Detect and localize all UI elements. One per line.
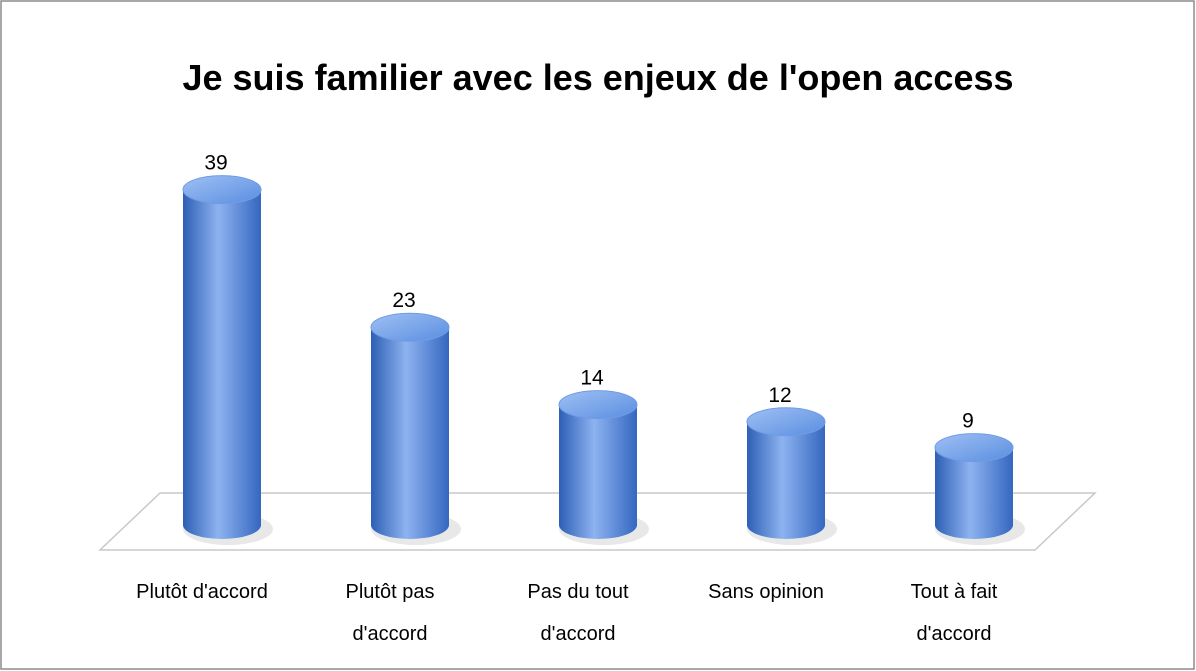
bar (370, 312, 461, 545)
bar-cap (182, 175, 262, 205)
bar-body (183, 189, 261, 539)
x-tick-label: Plutôt pas d'accord (346, 581, 435, 645)
bar (746, 407, 837, 545)
bar (558, 390, 649, 545)
bar-body (747, 421, 825, 539)
chart-title: Je suis familier avec les enjeux de l'op… (182, 57, 1013, 98)
bar (182, 175, 273, 545)
bar-cap (558, 390, 638, 420)
x-tick-label: Pas du tout d'accord (527, 581, 629, 645)
bar-body (935, 447, 1013, 539)
bar-body (559, 404, 637, 539)
x-tick-label: Sans opinion (708, 581, 824, 603)
data-label: 39 (204, 152, 227, 175)
x-tick-label: Tout à fait d'accord (911, 581, 998, 645)
data-label: 9 (962, 410, 974, 433)
bar (934, 433, 1025, 545)
data-label: 12 (768, 384, 791, 407)
x-tick-label: Plutôt d'accord (136, 581, 268, 603)
bar-cap (370, 312, 450, 342)
data-label: 14 (580, 367, 604, 390)
bar-cap (934, 433, 1014, 463)
bar-body (371, 327, 449, 539)
bar-cap (746, 407, 826, 437)
data-label: 23 (392, 289, 415, 312)
